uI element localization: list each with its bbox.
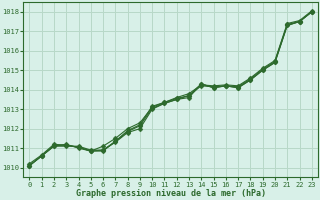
X-axis label: Graphe pression niveau de la mer (hPa): Graphe pression niveau de la mer (hPa): [76, 189, 266, 198]
